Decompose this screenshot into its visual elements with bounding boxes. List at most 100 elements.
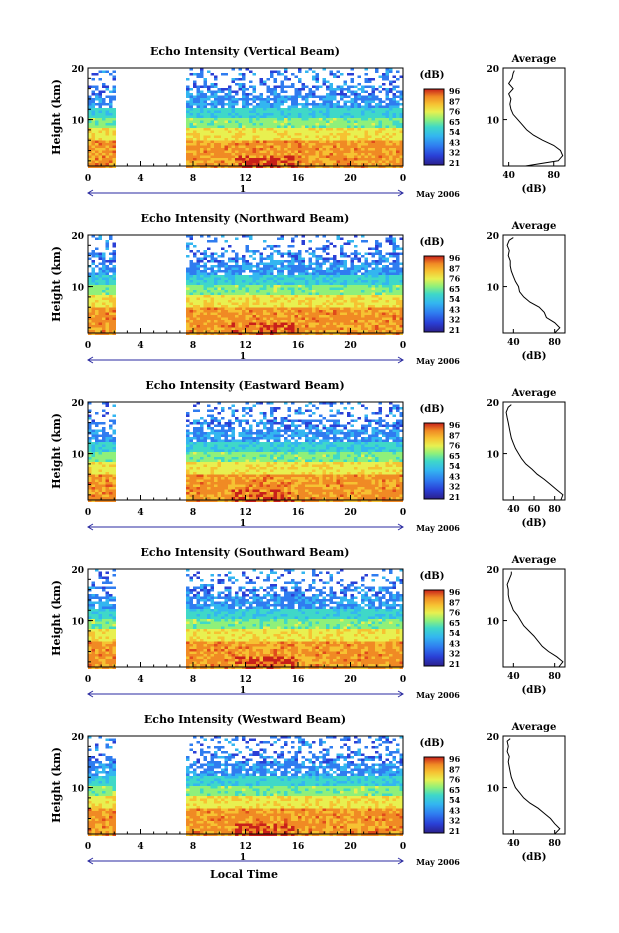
colorbar-tick-label: 43 xyxy=(449,304,461,314)
y-tick-label: 20 xyxy=(71,65,84,75)
chart-title: Echo Intensity (Northward Beam) xyxy=(141,212,350,225)
colorbar-tick-label: 21 xyxy=(449,826,460,836)
avg-profile-line xyxy=(507,572,563,667)
colorbar-tick-label: 43 xyxy=(449,805,461,815)
colorbar-tick-label: 87 xyxy=(449,430,460,440)
heatmap-cells xyxy=(88,736,403,836)
y-tick-label: 10 xyxy=(71,117,84,127)
avg-title: Average xyxy=(511,221,557,232)
panel-2: Echo Intensity (Eastward Beam)2010Height… xyxy=(50,379,565,533)
panel-1: Echo Intensity (Northward Beam)2010Heigh… xyxy=(50,212,565,366)
avg-x-tick-label: 80 xyxy=(548,839,561,849)
month-label: May 2006 xyxy=(416,690,460,700)
heatmap-cells xyxy=(88,68,403,168)
colorbar xyxy=(424,256,444,332)
x-tick-label: 16 xyxy=(292,174,305,184)
avg-profile-line xyxy=(509,71,563,166)
y-tick-label: 10 xyxy=(71,451,84,461)
y-axis-label: Height (km) xyxy=(50,580,63,656)
x-tick-label: 4 xyxy=(137,174,143,184)
colorbar-tick-label: 96 xyxy=(449,86,461,96)
colorbar-tick-label: 21 xyxy=(449,659,460,669)
avg-x-tick-label: 40 xyxy=(507,672,520,682)
colorbar-tick-label: 87 xyxy=(449,764,460,774)
avg-y-tick-label: 10 xyxy=(486,451,499,461)
colorbar-tick-label: 32 xyxy=(449,148,460,158)
y-axis-label: Height (km) xyxy=(50,246,63,322)
colorbar-tick-label: 32 xyxy=(449,482,460,492)
x-tick-label: 12 xyxy=(239,675,252,685)
x-tick-label: 20 xyxy=(344,341,357,351)
avg-x-tick-label: 40 xyxy=(507,338,520,348)
chart-title: Echo Intensity (Westward Beam) xyxy=(144,713,346,726)
colorbar-tick-label: 32 xyxy=(449,816,460,826)
colorbar-tick-label: 76 xyxy=(449,441,461,451)
x-tick-label: 8 xyxy=(190,508,196,518)
colorbar-unit: (dB) xyxy=(420,571,445,582)
colorbar-tick-label: 76 xyxy=(449,775,461,785)
y-tick-label: 10 xyxy=(71,618,84,628)
avg-x-label: (dB) xyxy=(522,518,547,529)
panel-0: Echo Intensity (Vertical Beam)2010Height… xyxy=(50,45,565,199)
colorbar-tick-label: 87 xyxy=(449,96,460,106)
x-tick-label: 16 xyxy=(292,842,305,852)
day-label: 1 xyxy=(240,352,246,362)
x-tick-label: 0 xyxy=(85,508,91,518)
avg-x-label: (dB) xyxy=(522,351,547,362)
colorbar-tick-label: 54 xyxy=(449,127,461,137)
colorbar xyxy=(424,423,444,499)
avg-y-tick-label: 10 xyxy=(486,618,499,628)
x-tick-label: 16 xyxy=(292,508,305,518)
avg-x-tick-label: 80 xyxy=(548,338,561,348)
avg-x-label: (dB) xyxy=(522,685,547,696)
month-label: May 2006 xyxy=(416,523,460,533)
avg-frame xyxy=(503,569,565,667)
colorbar-tick-label: 65 xyxy=(449,117,460,127)
heatmap-cells xyxy=(88,235,403,335)
avg-y-tick-label: 10 xyxy=(486,284,499,294)
avg-frame xyxy=(503,402,565,500)
avg-y-tick-label: 20 xyxy=(486,65,499,75)
avg-frame xyxy=(503,68,565,166)
colorbar-tick-label: 21 xyxy=(449,492,460,502)
avg-x-tick-label: 40 xyxy=(507,505,520,515)
y-axis-label: Height (km) xyxy=(50,747,63,823)
x-tick-label: 4 xyxy=(137,842,143,852)
x-tick-label: 0 xyxy=(85,341,91,351)
colorbar-unit: (dB) xyxy=(420,738,445,749)
colorbar xyxy=(424,89,444,165)
colorbar-tick-label: 54 xyxy=(449,294,461,304)
colorbar-tick-label: 43 xyxy=(449,137,461,147)
colorbar-tick-label: 32 xyxy=(449,649,460,659)
chart-title: Echo Intensity (Eastward Beam) xyxy=(145,379,344,392)
avg-y-tick-label: 10 xyxy=(486,117,499,127)
avg-x-tick-label: 40 xyxy=(502,171,515,181)
month-label: May 2006 xyxy=(416,356,460,366)
x-tick-label: 8 xyxy=(190,675,196,685)
colorbar-tick-label: 96 xyxy=(449,587,461,597)
day-label: 1 xyxy=(240,185,246,195)
x-tick-label: 0 xyxy=(400,174,406,184)
avg-profile-line xyxy=(507,238,560,333)
colorbar-tick-label: 96 xyxy=(449,754,461,764)
x-tick-label: 12 xyxy=(239,842,252,852)
avg-y-tick-label: 20 xyxy=(486,733,499,743)
avg-profile-line xyxy=(506,405,563,500)
colorbar-tick-label: 43 xyxy=(449,638,461,648)
avg-y-tick-label: 10 xyxy=(486,785,499,795)
colorbar-unit: (dB) xyxy=(420,404,445,415)
panel-3: Echo Intensity (Southward Beam)2010Heigh… xyxy=(50,546,565,700)
avg-title: Average xyxy=(511,555,557,566)
x-tick-label: 20 xyxy=(344,842,357,852)
month-label: May 2006 xyxy=(416,189,460,199)
colorbar-tick-label: 65 xyxy=(449,284,460,294)
colorbar-tick-label: 43 xyxy=(449,471,461,481)
colorbar-tick-label: 32 xyxy=(449,315,460,325)
x-tick-label: 4 xyxy=(137,508,143,518)
day-label: 1 xyxy=(240,686,246,696)
day-label: 1 xyxy=(240,519,246,529)
avg-x-label: (dB) xyxy=(522,852,547,863)
y-tick-label: 20 xyxy=(71,566,84,576)
x-tick-label: 4 xyxy=(137,341,143,351)
colorbar-tick-label: 54 xyxy=(449,461,461,471)
